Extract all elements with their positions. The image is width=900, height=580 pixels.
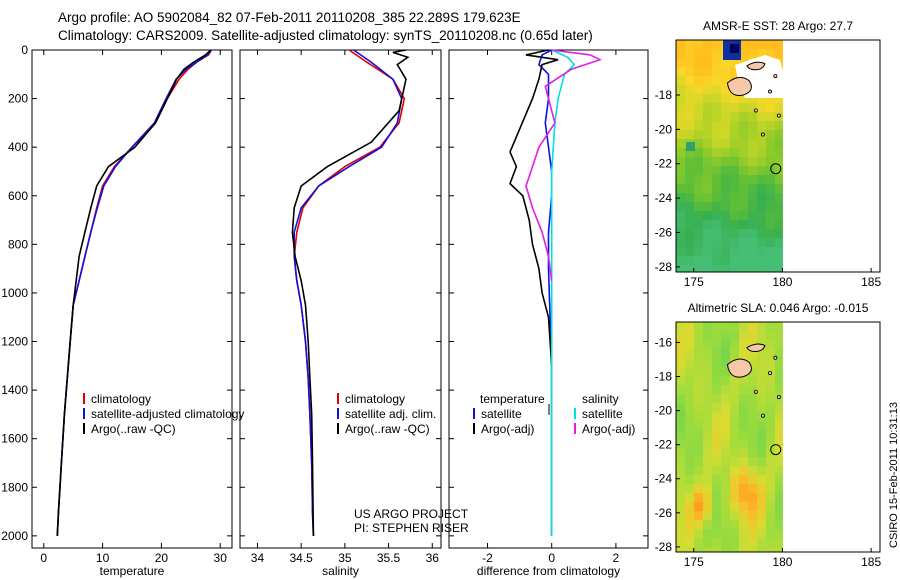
difference-xlabel: difference from climatology [477, 564, 620, 578]
sst-map-ytick-label: -22 [655, 157, 673, 171]
diff-legend-group-temperature: temperature [480, 392, 545, 406]
temp-legend-argo-label: Argo(..raw -QC) [91, 422, 176, 436]
depth-tick-label: 1000 [1, 286, 28, 300]
sst-map-cold-core [730, 44, 739, 53]
salinity-series-1 [293, 49, 403, 536]
sal-legend-climatology-label: climatology [345, 392, 405, 406]
project-annotation: US ARGO PROJECT [354, 507, 469, 521]
diff-legend-temp-satellite-label: satellite [481, 407, 522, 421]
salinity-xtick-label: 35.5 [377, 551, 401, 565]
temperature-xtick-label: 20 [155, 551, 169, 565]
difference-axes-frame [448, 49, 649, 549]
depth-tick-label: 1200 [1, 335, 28, 349]
sla-map-ytick-label: -24 [655, 472, 673, 486]
sst-map-island-vanualevu [746, 61, 766, 71]
sst-map-islet-3 [760, 132, 765, 137]
sst-map-ytick-label: -28 [655, 260, 673, 274]
salinity-series-2 [291, 49, 410, 536]
sst-map-islet-1 [768, 89, 773, 94]
sst-map-ytick-label: -24 [655, 191, 673, 205]
sla-map-xtick-label: 185 [861, 555, 881, 569]
sla-map-island-vanualevu [746, 343, 766, 353]
sst-map-islet-2 [776, 113, 781, 118]
sst-map-islet-0 [753, 108, 758, 113]
sla-map-islet-3 [760, 413, 765, 418]
sst-map-ytick-label: -18 [655, 88, 673, 102]
depth-tick-label: 600 [8, 189, 28, 203]
figure-title-line-1: Argo profile: AO 5902084_82 07-Feb-2011 … [58, 10, 521, 25]
temp-legend-satellite-label: satellite-adjusted climatology [91, 407, 244, 421]
sst-map-field [676, 40, 790, 273]
sla-map-ytick-label: -26 [655, 506, 673, 520]
temperature-series-0 [56, 49, 213, 536]
sla-map-frame [675, 321, 881, 553]
temperature-xtick-label: 30 [214, 551, 228, 565]
depth-tick-label: 400 [8, 140, 28, 154]
difference-series-2 [550, 49, 576, 536]
pi-annotation: PI: STEPHEN RISER [354, 521, 469, 535]
sla-map-xtick-label: 175 [684, 555, 704, 569]
salinity-xtick-label: 35 [338, 551, 352, 565]
depth-tick-label: 1600 [1, 432, 28, 446]
difference-xtick-label: 2 [613, 551, 620, 565]
sst-map-cool-cell [686, 142, 695, 151]
salinity-xlabel: salinity [322, 564, 359, 578]
sst-map-frame [675, 39, 881, 273]
sst-map-xtick-label: 180 [772, 275, 792, 289]
difference-xtick-label: 0 [548, 551, 555, 565]
sla-map-argo-float-marker [770, 444, 782, 456]
salinity-xtick-label: 36 [426, 551, 440, 565]
depth-tick-label: 2000 [1, 529, 28, 543]
sst-map-title: AMSR-E SST: 28 Argo: 27.7 [703, 19, 853, 33]
sst-map-xtick-label: 175 [684, 275, 704, 289]
sla-map-title: Altimetric SLA: 0.046 Argo: -0.015 [688, 301, 869, 315]
temperature-xtick-label: 0 [40, 551, 47, 565]
difference-series-3 [525, 49, 602, 281]
depth-tick-label: 800 [8, 237, 28, 251]
diff-legend-group-salinity: salinity [582, 392, 619, 406]
sla-map-ytick-label: -16 [655, 335, 673, 349]
diff-legend-temp-argo-label: Argo(-adj) [481, 422, 534, 436]
depth-tick-label: 0 [21, 43, 28, 57]
sla-map-ytick-label: -20 [655, 404, 673, 418]
difference-series-1 [509, 49, 559, 536]
diff-legend-sal-argo-label: Argo(-adj) [582, 422, 635, 436]
sla-map-island-vitilevu [726, 358, 752, 378]
depth-tick-label: 200 [8, 92, 28, 106]
sla-map-xtick-label: 180 [772, 555, 792, 569]
sla-map-ytick-label: -22 [655, 438, 673, 452]
figure-title-line-2: Climatology: CARS2009. Satellite-adjuste… [58, 28, 593, 43]
salinity-axes-frame [239, 49, 442, 549]
temperature-xtick-label: 10 [96, 551, 110, 565]
temperature-series-2 [56, 49, 212, 536]
temperature-axes-frame [31, 49, 233, 549]
sla-map-islet-0 [753, 389, 758, 394]
sla-map-ytick-label: -18 [655, 370, 673, 384]
sal-legend-argo-label: Argo(..raw -QC) [345, 422, 430, 436]
sst-map-islet-4 [773, 74, 778, 79]
sla-map-islet-1 [768, 371, 773, 376]
temp-legend-climatology-label: climatology [91, 392, 151, 406]
depth-tick-label: 1400 [1, 383, 28, 397]
difference-xtick-label: -2 [482, 551, 493, 565]
sst-map-ytick-label: -20 [655, 122, 673, 136]
salinity-xtick-label: 34 [251, 551, 265, 565]
sla-map-ytick-label: -28 [655, 540, 673, 554]
sst-map-island-vitilevu [726, 76, 752, 96]
sla-map-field [676, 322, 783, 553]
diff-legend-sal-satellite-label: satellite [582, 407, 623, 421]
temperature-series-1 [56, 49, 213, 536]
difference-series-0 [537, 49, 553, 536]
sst-map-ytick-label: -26 [655, 225, 673, 239]
temperature-xlabel: temperature [100, 564, 165, 578]
depth-tick-label: 1800 [1, 480, 28, 494]
timestamp-stamp: CSIRO 15-Feb-2011 10:31:13 [888, 402, 900, 548]
sla-map-islet-4 [773, 355, 778, 360]
sst-map-xtick-label: 185 [861, 275, 881, 289]
sla-map-islet-2 [776, 394, 781, 399]
salinity-xtick-label: 34.5 [289, 551, 313, 565]
sal-legend-satellite-label: satellite adj. clim. [345, 407, 436, 421]
sst-map-argo-float-marker [770, 163, 782, 175]
